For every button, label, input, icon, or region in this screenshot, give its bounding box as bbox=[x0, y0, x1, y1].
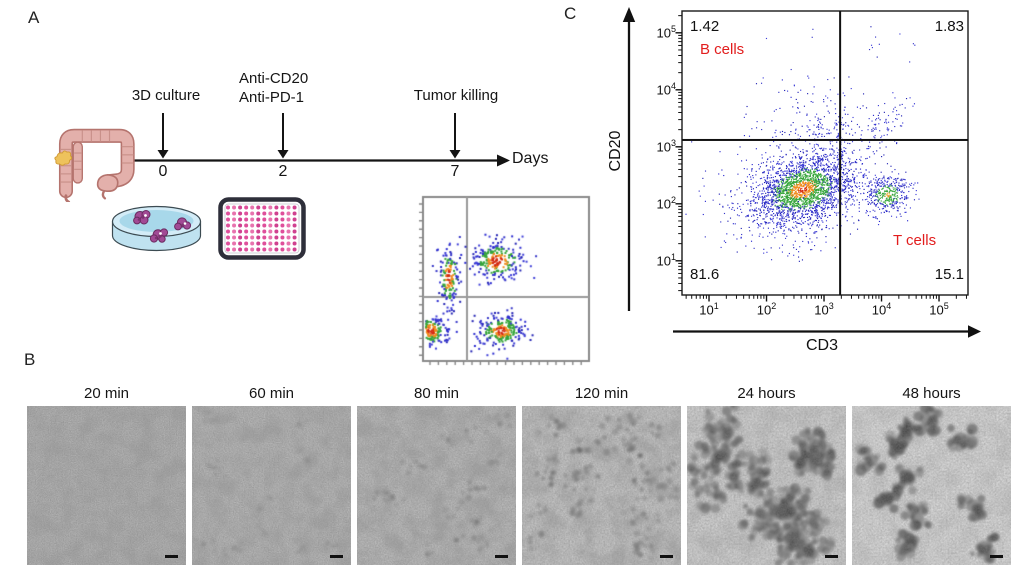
timeline-day-7: 7 bbox=[450, 163, 460, 180]
t-cells-label: T cells bbox=[893, 232, 937, 249]
tumor-icon bbox=[54, 150, 73, 166]
y-tick-label: 102 bbox=[656, 194, 676, 212]
x-tick-label: 103 bbox=[814, 301, 834, 318]
y-tick-label: 104 bbox=[656, 80, 676, 98]
b-cells-label: B cells bbox=[700, 41, 745, 58]
micrograph-120min: 120 min bbox=[522, 385, 681, 565]
micrograph-80min: 80 min bbox=[357, 385, 516, 565]
micrograph-60min: 60 min bbox=[192, 385, 351, 565]
flow-plot-canvas bbox=[682, 11, 968, 295]
micrograph-48hours: 48 hours bbox=[852, 385, 1011, 565]
micrograph-label: 20 min bbox=[83, 385, 130, 402]
panel-c-label: C bbox=[564, 4, 577, 23]
x-tick-label: 102 bbox=[756, 301, 777, 318]
colon-with-tumor-icon bbox=[54, 128, 135, 202]
micrograph-label: 80 min bbox=[413, 385, 460, 402]
event-label-3d-culture: 3D culture bbox=[131, 87, 201, 104]
scale-bar bbox=[495, 555, 508, 558]
timeline-graphic bbox=[133, 113, 510, 167]
timeline-axis-label: Days bbox=[512, 150, 549, 167]
quadrant-value-upper-left: 1.42 bbox=[690, 18, 720, 35]
scale-bar bbox=[165, 555, 178, 558]
y-tick-label: 105 bbox=[656, 23, 676, 41]
micrograph-label: 48 hours bbox=[902, 385, 961, 402]
micrograph-24hours: 24 hours bbox=[687, 385, 846, 565]
mini-flow-cytometry-icon bbox=[398, 184, 608, 380]
event-label-tumor-killing: Tumor killing bbox=[413, 87, 499, 104]
petri-dish-organoids-icon bbox=[111, 205, 202, 252]
micrograph-label: 60 min bbox=[248, 385, 295, 402]
quadrant-value-lower-right: 15.1 bbox=[934, 266, 964, 283]
micrograph-label: 120 min bbox=[574, 385, 629, 402]
panel-b-label: B bbox=[24, 350, 36, 369]
y-tick-label: 103 bbox=[656, 137, 676, 155]
panel-a-label: A bbox=[28, 8, 40, 27]
timeline-day-0: 0 bbox=[158, 163, 168, 180]
x-tick-label: 104 bbox=[871, 301, 892, 318]
scale-bar bbox=[330, 555, 343, 558]
organoid-icon bbox=[133, 210, 192, 243]
x-axis-title: CD3 bbox=[805, 337, 838, 354]
y-axis-title: CD20 bbox=[607, 130, 624, 172]
scale-bar bbox=[990, 555, 1003, 558]
x-tick-label: 105 bbox=[929, 301, 949, 318]
quadrant-value-lower-left: 81.6 bbox=[690, 266, 720, 283]
y-tick-label: 101 bbox=[656, 251, 676, 269]
96-well-plate-icon bbox=[218, 197, 306, 260]
quadrant-value-upper-right: 1.83 bbox=[934, 18, 964, 35]
timeline-day-2: 2 bbox=[278, 163, 288, 180]
scale-bar bbox=[825, 555, 838, 558]
micrograph-label: 24 hours bbox=[737, 385, 796, 402]
timeline-arrowhead-icon bbox=[497, 154, 510, 167]
well-grid bbox=[226, 205, 297, 252]
event-label-antibodies: Anti-CD20 Anti-PD-1 bbox=[239, 70, 309, 106]
scale-bar bbox=[660, 555, 673, 558]
micrograph-20min: 20 min bbox=[27, 385, 186, 565]
x-tick-label: 101 bbox=[699, 301, 719, 318]
